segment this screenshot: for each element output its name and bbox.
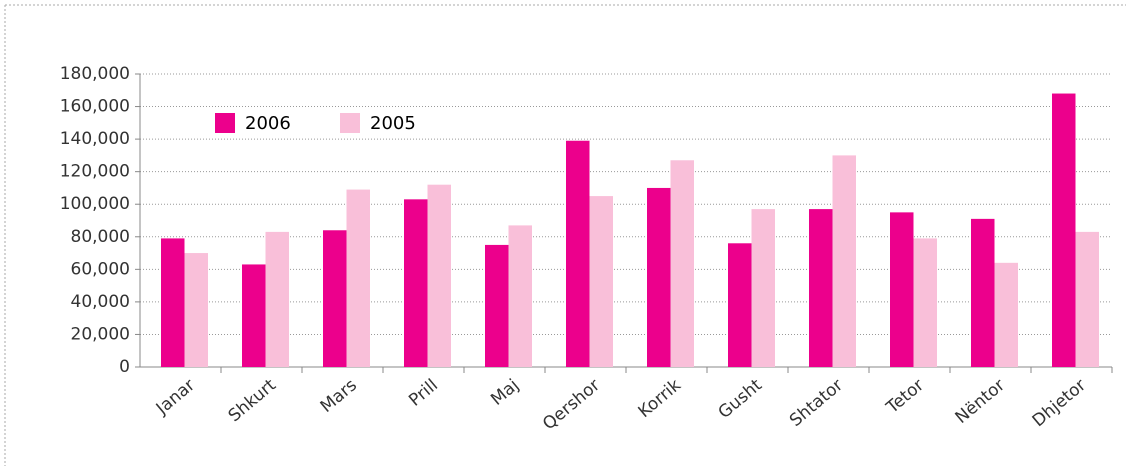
bar <box>346 189 370 367</box>
x-tick-label: Qershor <box>539 375 604 434</box>
x-tick-label: Gusht <box>715 375 767 423</box>
bar <box>404 199 428 367</box>
y-tick-label: 0 <box>119 357 130 377</box>
bar <box>184 253 208 367</box>
legend-swatch <box>215 113 235 133</box>
x-tick-label: Nëntor <box>952 375 1009 428</box>
y-tick-label: 160,000 <box>60 97 130 117</box>
bar <box>427 184 451 367</box>
x-tick-label: Tetor <box>882 375 928 418</box>
x-tick-label: Shtator <box>786 375 847 431</box>
x-tick-label: Prill <box>405 375 442 410</box>
y-tick-label: 40,000 <box>71 292 130 312</box>
bar <box>890 212 914 367</box>
y-tick-label: 80,000 <box>71 227 130 247</box>
bar <box>323 230 347 367</box>
bar <box>647 187 671 367</box>
y-tick-label: 60,000 <box>71 259 130 279</box>
bar <box>508 225 532 367</box>
bar <box>589 196 613 367</box>
bar <box>971 218 995 367</box>
x-tick-label: Shkurt <box>225 375 280 426</box>
bar <box>242 264 266 367</box>
y-tick-label: 100,000 <box>60 194 130 214</box>
legend-label: 2006 <box>245 113 291 134</box>
bar <box>1075 231 1099 367</box>
bar <box>566 140 590 367</box>
bar <box>265 231 289 367</box>
bar <box>485 244 509 367</box>
bar <box>751 209 775 367</box>
bar <box>1052 93 1076 368</box>
bar <box>913 238 937 367</box>
x-tick-label: Maj <box>487 375 523 409</box>
bar <box>670 160 694 367</box>
legend-swatch <box>340 113 360 133</box>
bar <box>809 209 833 367</box>
y-tick-label: 180,000 <box>60 64 130 84</box>
legend-label: 2005 <box>370 113 416 134</box>
x-tick-label: Dhjetor <box>1029 375 1090 431</box>
y-tick-label: 120,000 <box>60 162 130 182</box>
bar <box>728 243 752 367</box>
x-tick-label: Mars <box>317 375 361 417</box>
bar <box>161 238 185 367</box>
y-tick-label: 20,000 <box>71 324 130 344</box>
x-tick-label: Korrik <box>635 375 685 422</box>
bar <box>832 155 856 367</box>
y-tick-label: 140,000 <box>60 129 130 149</box>
bar <box>994 262 1018 367</box>
x-tick-label: Janar <box>152 375 199 419</box>
